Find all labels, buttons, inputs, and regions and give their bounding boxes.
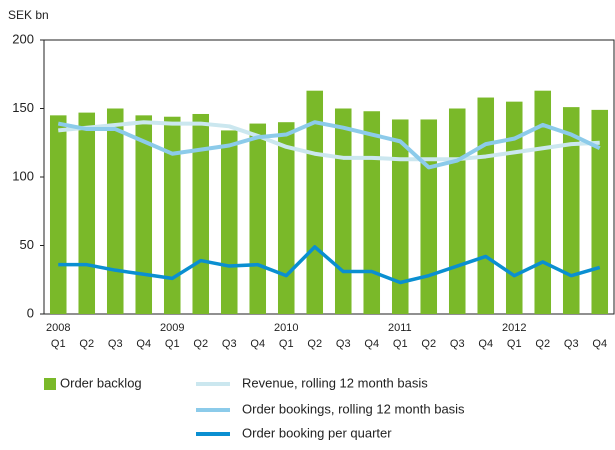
y-tick-label: 0 bbox=[27, 305, 34, 320]
x-tick-label: Q3 bbox=[222, 338, 237, 350]
x-tick-label: Q3 bbox=[564, 338, 579, 350]
bar bbox=[334, 108, 352, 314]
bar bbox=[192, 113, 210, 314]
x-tick-label: Q1 bbox=[51, 338, 66, 350]
bar bbox=[363, 111, 381, 315]
year-label: 2010 bbox=[274, 322, 298, 334]
y-axis-label: SEK bn bbox=[8, 8, 49, 22]
bar bbox=[306, 90, 324, 314]
y-tick-label: 200 bbox=[12, 31, 34, 46]
x-tick-label: Q3 bbox=[108, 338, 123, 350]
x-tick-label: Q3 bbox=[450, 338, 465, 350]
plot-frame bbox=[43, 39, 615, 315]
legend-swatch bbox=[44, 378, 56, 390]
line bbox=[57, 120, 601, 170]
line bbox=[58, 120, 600, 162]
bar bbox=[220, 130, 238, 314]
x-tick-label: Q1 bbox=[279, 338, 294, 350]
bar bbox=[505, 101, 523, 315]
bar bbox=[249, 123, 267, 314]
x-tick-label: Q2 bbox=[421, 338, 436, 350]
y-tick-label: 100 bbox=[12, 168, 34, 183]
bar bbox=[277, 122, 295, 314]
x-tick-label: Q2 bbox=[535, 338, 550, 350]
x-tick-label: Q4 bbox=[478, 338, 493, 350]
y-tick-label: 50 bbox=[20, 237, 34, 252]
bar bbox=[562, 107, 580, 314]
x-tick-label: Q4 bbox=[364, 338, 379, 350]
bar bbox=[391, 119, 409, 315]
x-tick-label: Q1 bbox=[393, 338, 408, 350]
x-tick-label: Q4 bbox=[250, 338, 265, 350]
bar bbox=[163, 116, 181, 314]
x-tick-label: Q2 bbox=[193, 338, 208, 350]
x-tick-label: Q4 bbox=[592, 338, 607, 350]
line bbox=[58, 245, 601, 285]
x-tick-label: Q2 bbox=[79, 338, 94, 350]
bar bbox=[49, 115, 67, 314]
bar bbox=[477, 97, 495, 314]
legend-label: Revenue, rolling 12 month basis bbox=[242, 375, 428, 390]
x-tick-label: Q1 bbox=[507, 338, 522, 350]
bar bbox=[448, 108, 466, 314]
year-label: 2011 bbox=[388, 322, 412, 334]
bar bbox=[106, 108, 124, 314]
y-tick-label: 150 bbox=[12, 100, 34, 115]
x-tick-label: Q1 bbox=[165, 338, 180, 350]
bar bbox=[78, 112, 96, 314]
year-label: 2012 bbox=[502, 322, 526, 334]
legend-label: Order booking per quarter bbox=[242, 425, 392, 440]
bar bbox=[420, 119, 438, 315]
bar bbox=[135, 115, 153, 314]
legend-label: Order bookings, rolling 12 month basis bbox=[242, 401, 465, 416]
legend-label: Order backlog bbox=[60, 375, 142, 390]
year-label: 2009 bbox=[160, 322, 184, 334]
year-label: 2008 bbox=[46, 322, 70, 334]
x-tick-label: Q4 bbox=[136, 338, 151, 350]
x-tick-label: Q3 bbox=[336, 338, 351, 350]
bar bbox=[591, 109, 609, 315]
x-tick-label: Q2 bbox=[307, 338, 322, 350]
